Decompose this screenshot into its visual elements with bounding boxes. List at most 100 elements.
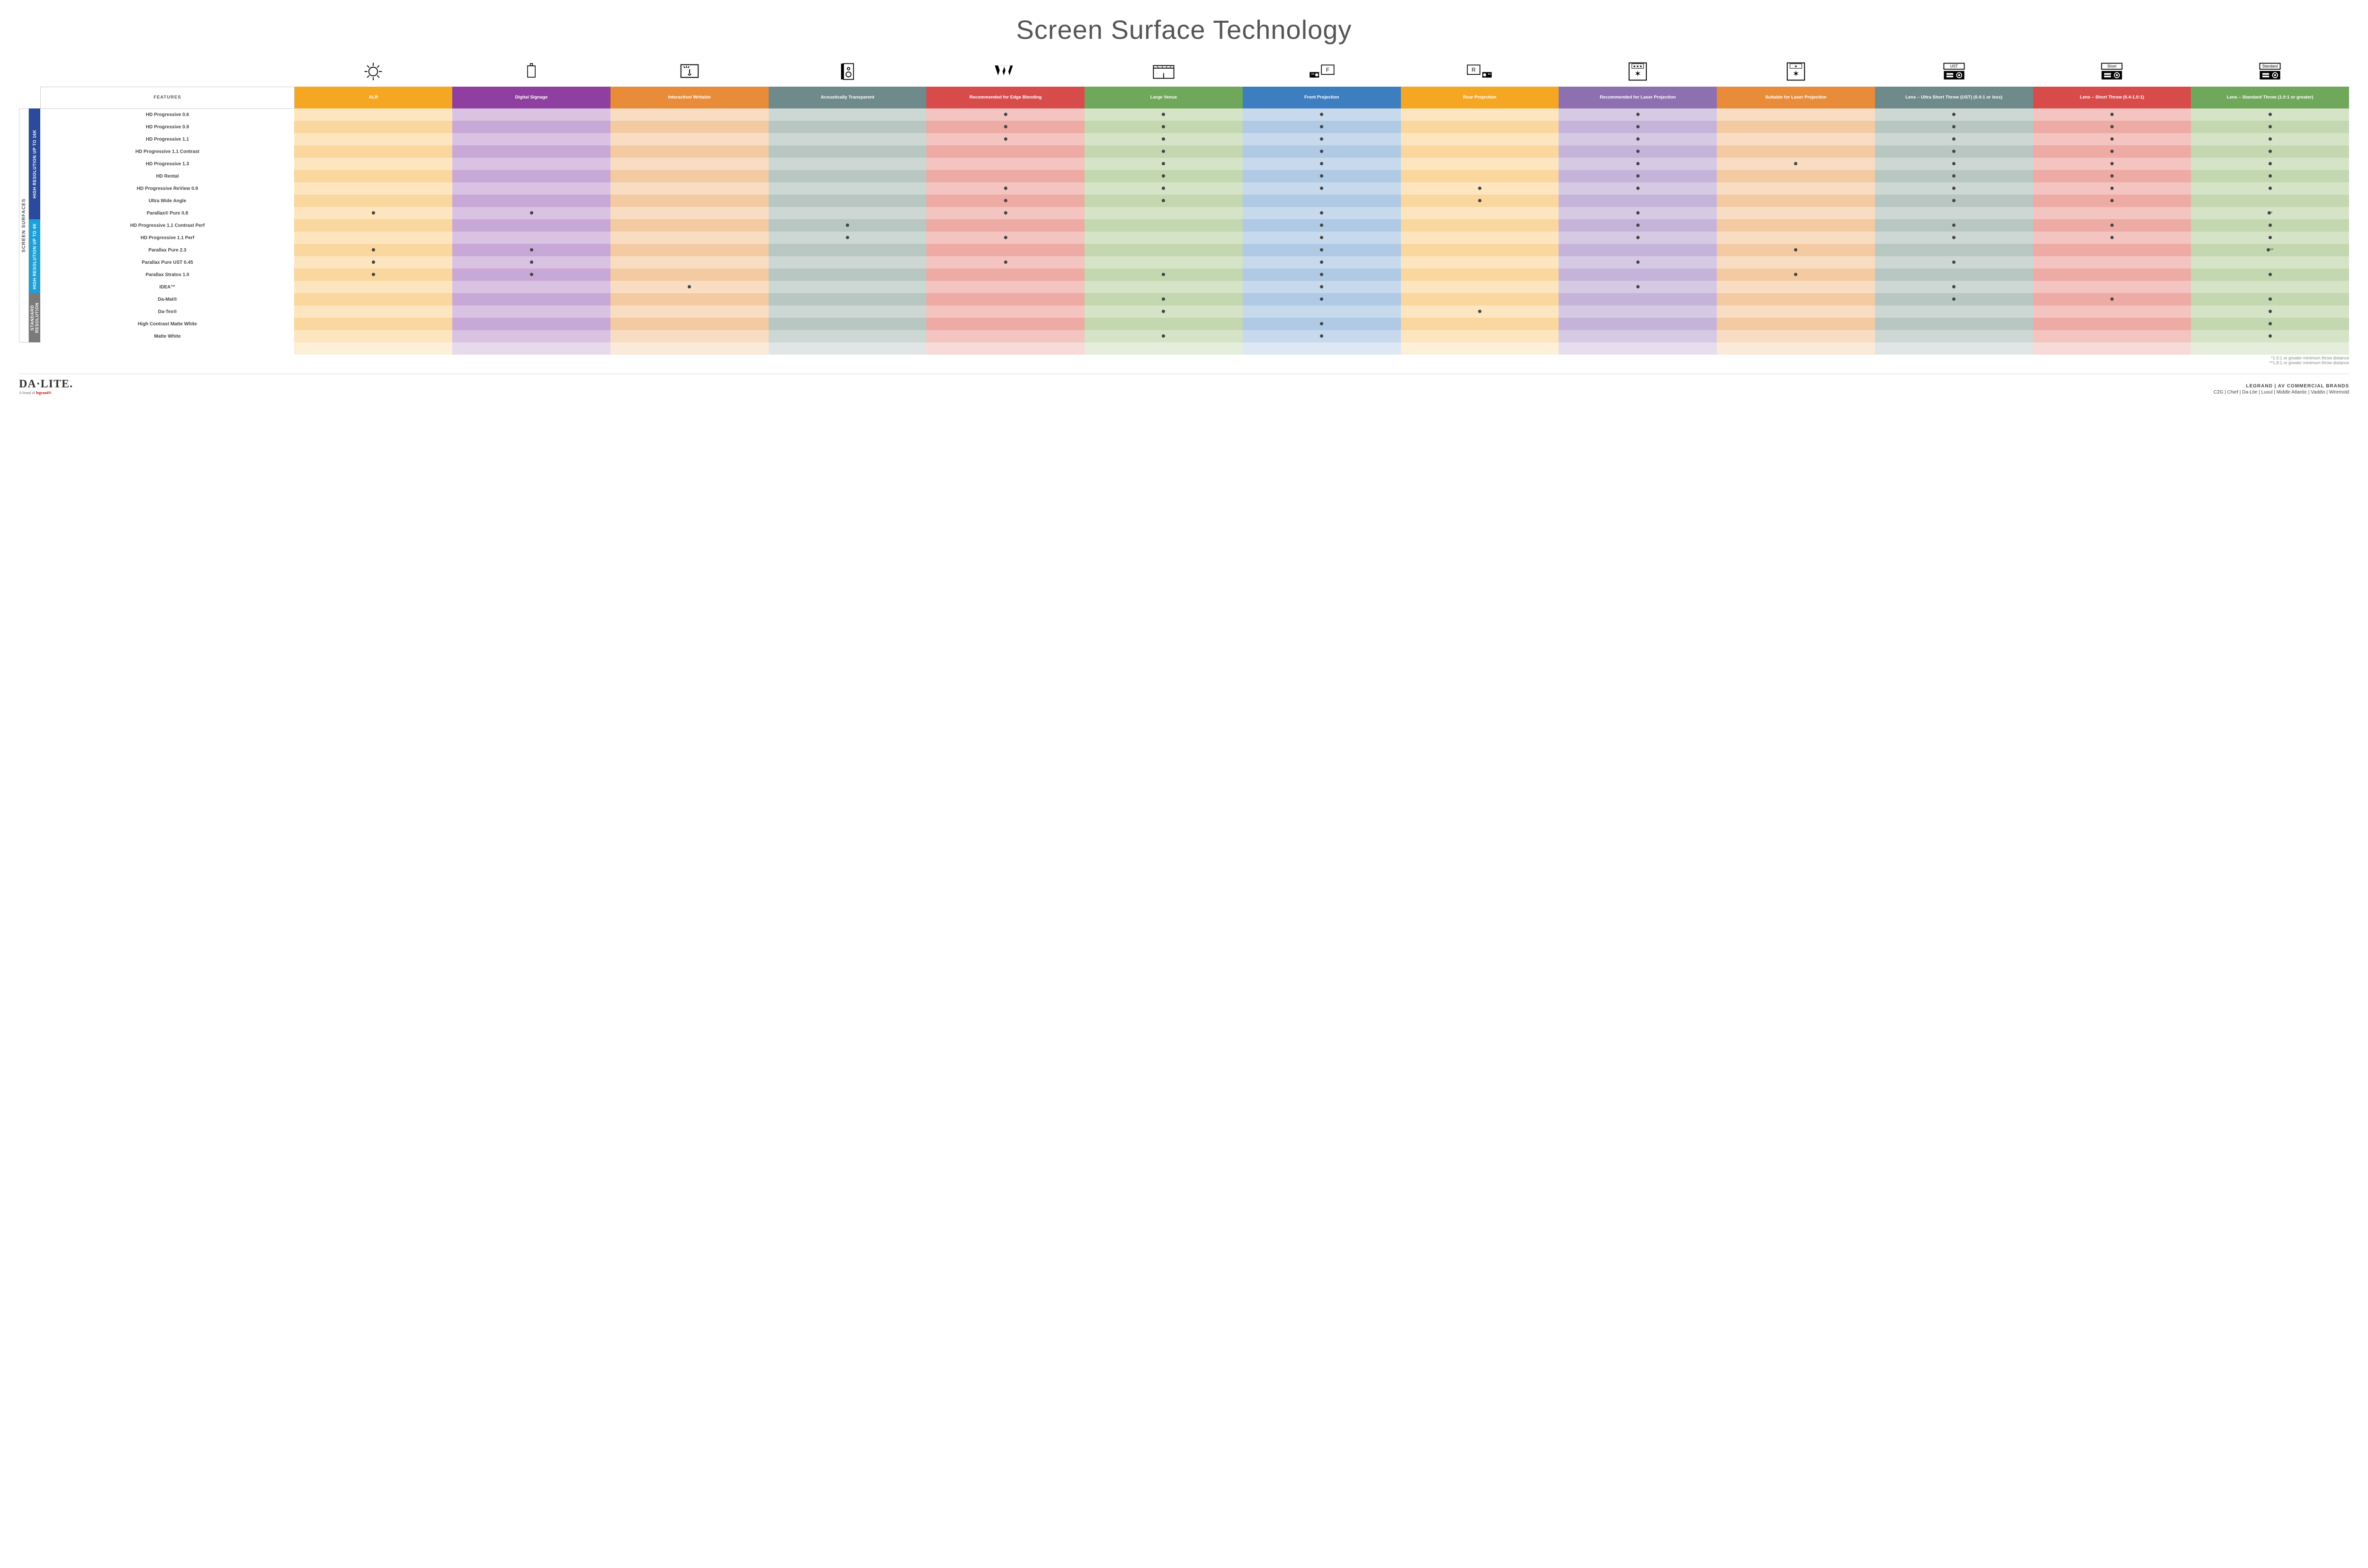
cell-laserSuit <box>1717 133 1875 145</box>
feature-dot <box>1004 125 1007 128</box>
cell-large <box>1085 207 1243 219</box>
cell-alr <box>294 293 452 305</box>
cell-edge <box>926 207 1085 219</box>
cell-front <box>1243 207 1401 219</box>
cell-short <box>2033 182 2191 195</box>
cell-alr <box>294 121 452 133</box>
cell-acoustic <box>769 158 927 170</box>
feature-dot <box>1952 285 1955 288</box>
feature-dot <box>1004 187 1007 190</box>
cell-large <box>1085 256 1243 269</box>
cell-rear <box>1401 219 1559 232</box>
cell-alr <box>294 133 452 145</box>
cell-acoustic <box>769 219 927 232</box>
cell-large <box>1085 121 1243 133</box>
cell-front <box>1243 145 1401 158</box>
table-row: HD Rental <box>41 170 2350 182</box>
row-label: Parallax Pure UST 0.45 <box>41 256 295 269</box>
column-header-interactive: Interactive/ Writable <box>610 87 769 108</box>
cell-interactive <box>610 269 769 281</box>
feature-dot <box>1004 113 1007 116</box>
cell-ust <box>1875 121 2033 133</box>
feature-dot <box>2269 150 2272 153</box>
cell-rear <box>1401 269 1559 281</box>
cell-laserRec <box>1559 232 1717 244</box>
feature-dot <box>1794 162 1797 165</box>
logo-main: DA·LITE. <box>19 378 73 391</box>
row-label: High Contrast Matte White <box>41 318 295 330</box>
feature-dot <box>2269 162 2272 165</box>
cell-alr <box>294 207 452 219</box>
cell-signage <box>452 170 610 182</box>
cell-signage <box>452 293 610 305</box>
feature-dot <box>1004 137 1007 141</box>
footer-heading: LEGRAND | AV COMMERCIAL BRANDS <box>2214 384 2349 389</box>
cell-interactive <box>610 244 769 256</box>
feature-dot <box>372 248 375 251</box>
cell-front <box>1243 269 1401 281</box>
cell-ust <box>1875 305 2033 318</box>
cell-large <box>1085 232 1243 244</box>
cell-signage <box>452 330 610 342</box>
feature-dot <box>846 224 849 227</box>
cell-laserSuit <box>1717 121 1875 133</box>
table-row: Matte White <box>41 330 2350 342</box>
cell-edge <box>926 170 1085 182</box>
table-row: HD Progressive 0.9 <box>41 121 2350 133</box>
feature-dot <box>1004 211 1007 215</box>
cell-large <box>1085 281 1243 293</box>
cell-front <box>1243 293 1401 305</box>
svg-text:UST: UST <box>1950 64 1958 68</box>
feature-dot <box>1162 162 1165 165</box>
logo-sub: A brand of legrand® <box>19 391 73 395</box>
column-header-signage: Digital Signage <box>452 87 610 108</box>
row-label: Parallax Stratos 1.0 <box>41 269 295 281</box>
feature-dot <box>2110 150 2114 153</box>
brand-logo: DA·LITE. A brand of legrand® <box>19 378 73 395</box>
cell-ust <box>1875 133 2033 145</box>
acoustic-icon <box>769 58 927 87</box>
table-row: HD Progressive 1.1 Contrast <box>41 145 2350 158</box>
cell-laserSuit <box>1717 219 1875 232</box>
cell-edge <box>926 108 1085 121</box>
cell-edge <box>926 318 1085 330</box>
cell-large <box>1085 133 1243 145</box>
column-header-short: Lens – Short Throw (0.4-1.0:1) <box>2033 87 2191 108</box>
svg-text:✶: ✶ <box>1634 69 1641 78</box>
cell-laserRec <box>1559 293 1717 305</box>
cell-acoustic <box>769 330 927 342</box>
cell-laserRec <box>1559 108 1717 121</box>
cell-ust <box>1875 182 2033 195</box>
feature-dot <box>1952 174 1955 178</box>
feature-dot <box>1162 174 1165 178</box>
cell-laserSuit <box>1717 145 1875 158</box>
feature-dot <box>2269 113 2272 116</box>
feature-dot <box>2110 162 2114 165</box>
feature-dot <box>1636 187 1640 190</box>
cell-short <box>2033 158 2191 170</box>
cell-std <box>2191 269 2349 281</box>
cell-front <box>1243 182 1401 195</box>
footnote: **1.8:1 or greater minimum throw distanc… <box>40 360 2349 365</box>
cell-large <box>1085 244 1243 256</box>
feature-dot <box>530 260 533 264</box>
feature-dot <box>1952 224 1955 227</box>
cell-signage <box>452 108 610 121</box>
cell-laserSuit <box>1717 170 1875 182</box>
cell-laserRec <box>1559 158 1717 170</box>
cell-rear <box>1401 158 1559 170</box>
cell-rear <box>1401 195 1559 207</box>
column-header-features: FEATURES <box>41 87 295 108</box>
cell-alr <box>294 305 452 318</box>
row-label: IDEA™ <box>41 281 295 293</box>
cell-signage <box>452 281 610 293</box>
row-label: HD Progressive 0.9 <box>41 121 295 133</box>
cell-signage <box>452 182 610 195</box>
feature-dot <box>1794 273 1797 276</box>
cell-front <box>1243 318 1401 330</box>
cell-ust <box>1875 207 2033 219</box>
edge-icon <box>926 58 1085 87</box>
row-group-label: STANDARD RESOLUTION <box>29 293 40 342</box>
feature-dot <box>2110 174 2114 178</box>
feature-dot <box>1320 137 1323 141</box>
